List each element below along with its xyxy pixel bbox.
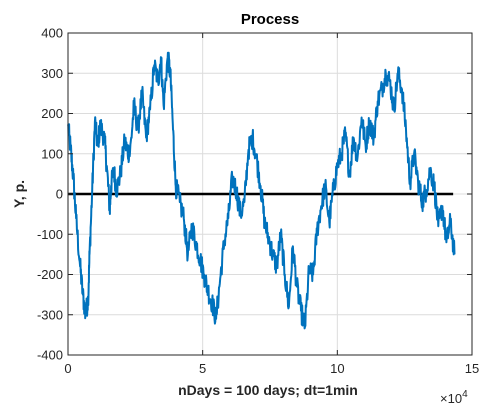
x-exponent-power: 4 (462, 389, 468, 400)
y-tick-label: -100 (37, 227, 63, 242)
x-axis-exponent-label: ×104 (440, 389, 468, 406)
y-tick-label: 300 (41, 66, 63, 81)
series-layer (67, 51, 456, 330)
series-line (67, 51, 456, 330)
y-tick-label: -300 (37, 307, 63, 322)
y-tick-label: 400 (41, 26, 63, 41)
y-axis-title: Y, p. (11, 180, 27, 208)
y-tick-label: 100 (41, 146, 63, 161)
x-tick-labels: 0 5 10 15 (64, 361, 479, 376)
x-exponent-base: ×10 (440, 391, 462, 406)
y-tick-label: -400 (37, 348, 63, 363)
y-tick-labels: -400 -300 -200 -100 0 100 200 300 400 (37, 26, 63, 363)
x-tick-label: 0 (64, 361, 71, 376)
x-tick-label: 15 (465, 361, 479, 376)
y-tick-label: 0 (56, 187, 63, 202)
axis-ticks (67, 32, 473, 356)
x-tick-label: 5 (199, 361, 206, 376)
y-tick-label: -200 (37, 267, 63, 282)
chart-title: Process (241, 11, 299, 28)
y-tick-label: 200 (41, 106, 63, 121)
x-tick-label: 10 (330, 361, 344, 376)
x-axis-title: nDays = 100 days; dt=1min (178, 382, 358, 398)
